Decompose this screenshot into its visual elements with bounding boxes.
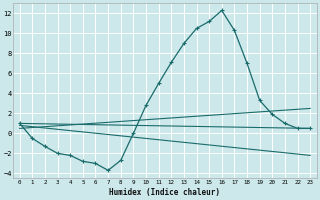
X-axis label: Humidex (Indice chaleur): Humidex (Indice chaleur) [109, 188, 220, 197]
